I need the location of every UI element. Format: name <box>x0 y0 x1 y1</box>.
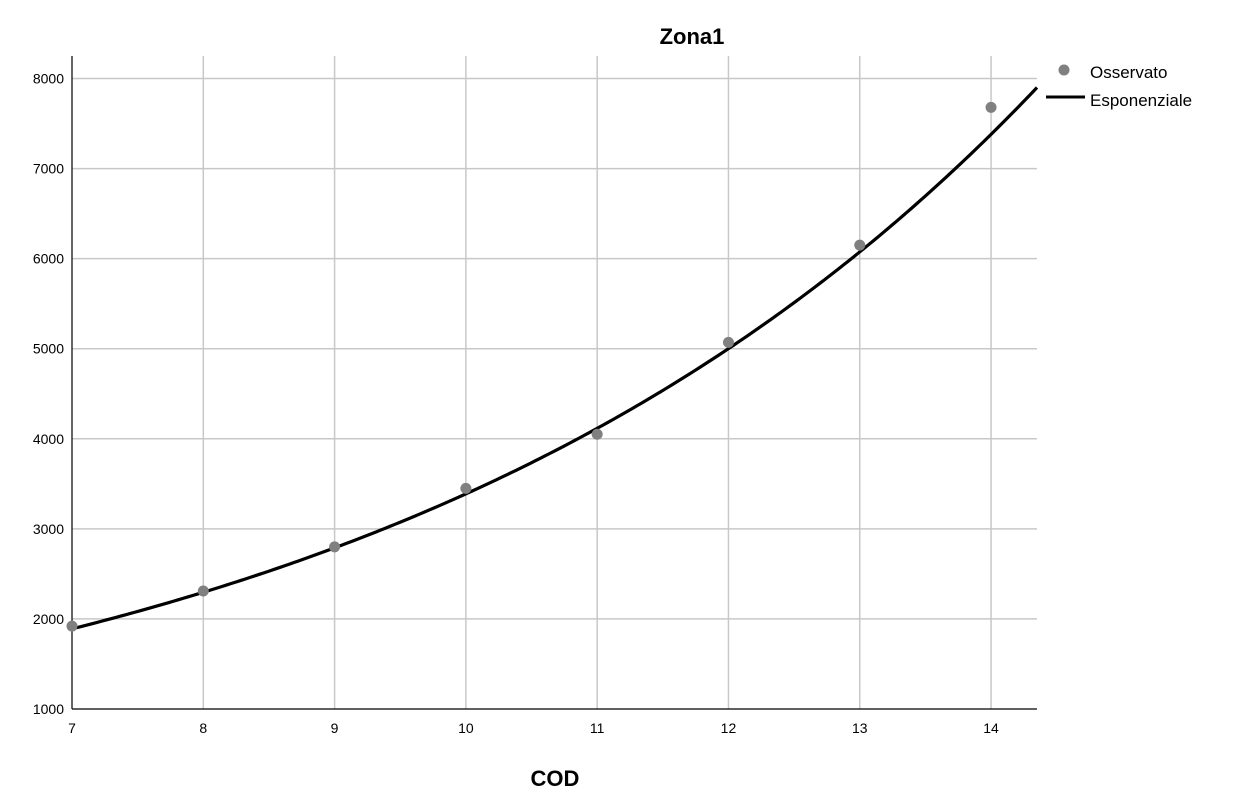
x-tick-label-14: 14 <box>983 720 999 736</box>
y-tick-label-6000: 6000 <box>33 251 64 267</box>
x-tick-label-7: 7 <box>68 720 76 736</box>
esponenziale-curve <box>71 86 1039 631</box>
y-tick-label-5000: 5000 <box>33 341 64 357</box>
osservato-point-9 <box>329 541 341 553</box>
legend-esponenziale-label: Esponenziale <box>1090 91 1192 110</box>
osservato-point-11 <box>591 428 603 440</box>
x-tick-label-10: 10 <box>458 720 474 736</box>
x-tick-label-9: 9 <box>331 720 339 736</box>
osservato-point-14 <box>985 101 997 113</box>
fit-curve-layer <box>71 86 1039 631</box>
legend-osservato-marker <box>1058 64 1070 76</box>
y-tick-labels: 1000 2000 3000 4000 5000 6000 7000 8000 <box>33 71 64 717</box>
osservato-point-12 <box>722 336 734 348</box>
y-tick-label-2000: 2000 <box>33 611 64 627</box>
y-tick-label-3000: 3000 <box>33 521 64 537</box>
osservato-point-13 <box>854 239 866 251</box>
chart-title: Zona1 <box>660 24 725 49</box>
y-tick-label-8000: 8000 <box>33 71 64 87</box>
x-tick-labels: 7 8 9 10 11 12 13 14 <box>68 720 999 736</box>
observed-points-layer <box>66 101 997 632</box>
x-tick-label-8: 8 <box>199 720 207 736</box>
x-tick-label-11: 11 <box>590 720 605 736</box>
grid <box>72 56 1037 709</box>
legend: Osservato Esponenziale <box>1046 63 1192 110</box>
y-tick-label-7000: 7000 <box>33 161 64 177</box>
x-axis-title: COD <box>531 766 580 791</box>
y-tick-label-1000: 1000 <box>33 701 64 717</box>
x-tick-label-13: 13 <box>852 720 868 736</box>
osservato-point-8 <box>197 585 209 597</box>
osservato-point-7 <box>66 620 78 632</box>
axes <box>71 56 1037 710</box>
x-tick-label-12: 12 <box>721 720 737 736</box>
y-tick-label-4000: 4000 <box>33 431 64 447</box>
legend-osservato-label: Osservato <box>1090 63 1167 82</box>
osservato-point-10 <box>460 482 472 494</box>
